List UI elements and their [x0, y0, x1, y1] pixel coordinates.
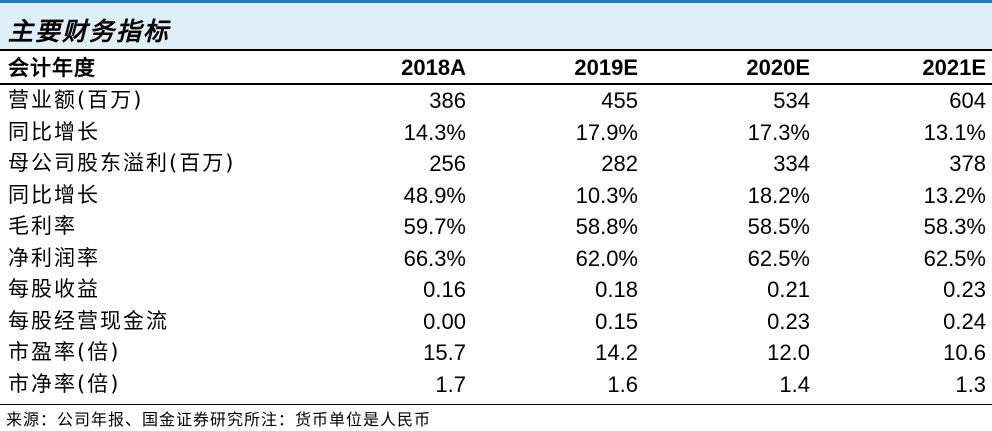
row-value: 10.6	[943, 340, 986, 365]
row-value: 62.0%	[575, 245, 638, 271]
row-value: 18.2%	[747, 182, 810, 208]
page-title: 主要财务指标	[8, 17, 171, 46]
row-value: 256	[429, 151, 466, 176]
row-value: 0.00	[423, 308, 466, 334]
row-value: 62.5%	[923, 245, 986, 271]
row-value: 58.5%	[747, 214, 810, 239]
row-label: 毛利率	[8, 214, 77, 238]
row-label: 市盈率(倍)	[8, 340, 121, 364]
table-row: 同比增长 14.3% 17.9% 17.3% 13.1%	[0, 117, 992, 149]
table-row: 毛利率 59.7% 58.8% 58.5% 58.3%	[0, 211, 992, 243]
table-row: 每股经营现金流 0.00 0.15 0.23 0.24	[0, 306, 992, 338]
row-label: 营业额(百万)	[8, 88, 144, 112]
row-value: 0.16	[423, 277, 466, 302]
row-value: 0.15	[595, 308, 638, 334]
row-value: 58.3%	[923, 214, 986, 239]
header-label: 会计年度	[0, 53, 290, 85]
row-value: 378	[949, 151, 986, 176]
header-year: 2018A	[290, 53, 472, 85]
top-accent-line	[0, 0, 992, 3]
row-value: 334	[773, 151, 810, 176]
row-value: 48.9%	[403, 182, 466, 208]
row-label: 母公司股东溢利(百万)	[8, 151, 236, 175]
row-value: 62.5%	[747, 245, 810, 271]
row-value: 386	[429, 88, 466, 113]
row-value: 14.2	[595, 340, 638, 365]
row-value: 1.3	[955, 371, 986, 397]
row-value: 12.0	[767, 340, 810, 365]
table-row: 净利润率 66.3% 62.0% 62.5% 62.5%	[0, 243, 992, 275]
source-note: 来源：公司年报、国金证券研究所注：货币单位是人民币	[6, 410, 432, 429]
table-row: 母公司股东溢利(百万) 256 282 334 378	[0, 148, 992, 180]
row-label: 每股收益	[8, 277, 100, 301]
row-label: 净利润率	[8, 245, 100, 270]
row-value: 0.18	[595, 277, 638, 302]
row-value: 17.9%	[575, 119, 638, 145]
row-value: 0.23	[943, 277, 986, 302]
row-value: 10.3%	[575, 182, 638, 208]
row-value: 0.23	[767, 308, 810, 334]
table-row: 市盈率(倍) 15.7 14.2 12.0 10.6	[0, 337, 992, 369]
row-value: 534	[773, 88, 810, 113]
row-value: 1.4	[779, 371, 810, 397]
row-value: 13.1%	[923, 119, 986, 145]
row-label: 每股经营现金流	[8, 308, 169, 333]
row-value: 66.3%	[403, 245, 466, 271]
row-value: 58.8%	[575, 214, 638, 239]
footer-divider	[0, 404, 992, 405]
row-label: 市净率(倍)	[8, 371, 121, 396]
table-header-row: 会计年度 2018A 2019E 2020E 2021E	[0, 53, 992, 85]
table-row: 同比增长 48.9% 10.3% 18.2% 13.2%	[0, 180, 992, 212]
row-value: 1.6	[607, 371, 638, 397]
row-label: 同比增长	[8, 182, 100, 207]
title-divider	[0, 49, 992, 51]
row-value: 455	[601, 88, 638, 113]
table-row: 每股收益 0.16 0.18 0.21 0.23	[0, 274, 992, 306]
financial-indicators-table: 会计年度 2018A 2019E 2020E 2021E 营业额(百万) 386…	[0, 53, 992, 400]
row-value: 14.3%	[403, 119, 466, 145]
table-row: 市净率(倍) 1.7 1.6 1.4 1.3	[0, 369, 992, 401]
header-year: 2020E	[644, 53, 816, 85]
row-value: 17.3%	[747, 119, 810, 145]
row-value: 0.24	[943, 308, 986, 334]
header-year: 2021E	[816, 53, 992, 85]
row-value: 1.7	[435, 371, 466, 397]
table-row: 营业额(百万) 386 455 534 604	[0, 84, 992, 117]
row-value: 15.7	[423, 340, 466, 365]
row-value: 0.21	[767, 277, 810, 302]
row-value: 13.2%	[923, 182, 986, 208]
row-value: 282	[601, 151, 638, 176]
header-year: 2019E	[472, 53, 644, 85]
row-value: 59.7%	[403, 214, 466, 239]
title-bar: 主要财务指标	[0, 3, 992, 49]
row-value: 604	[949, 88, 986, 113]
row-label: 同比增长	[8, 119, 100, 144]
